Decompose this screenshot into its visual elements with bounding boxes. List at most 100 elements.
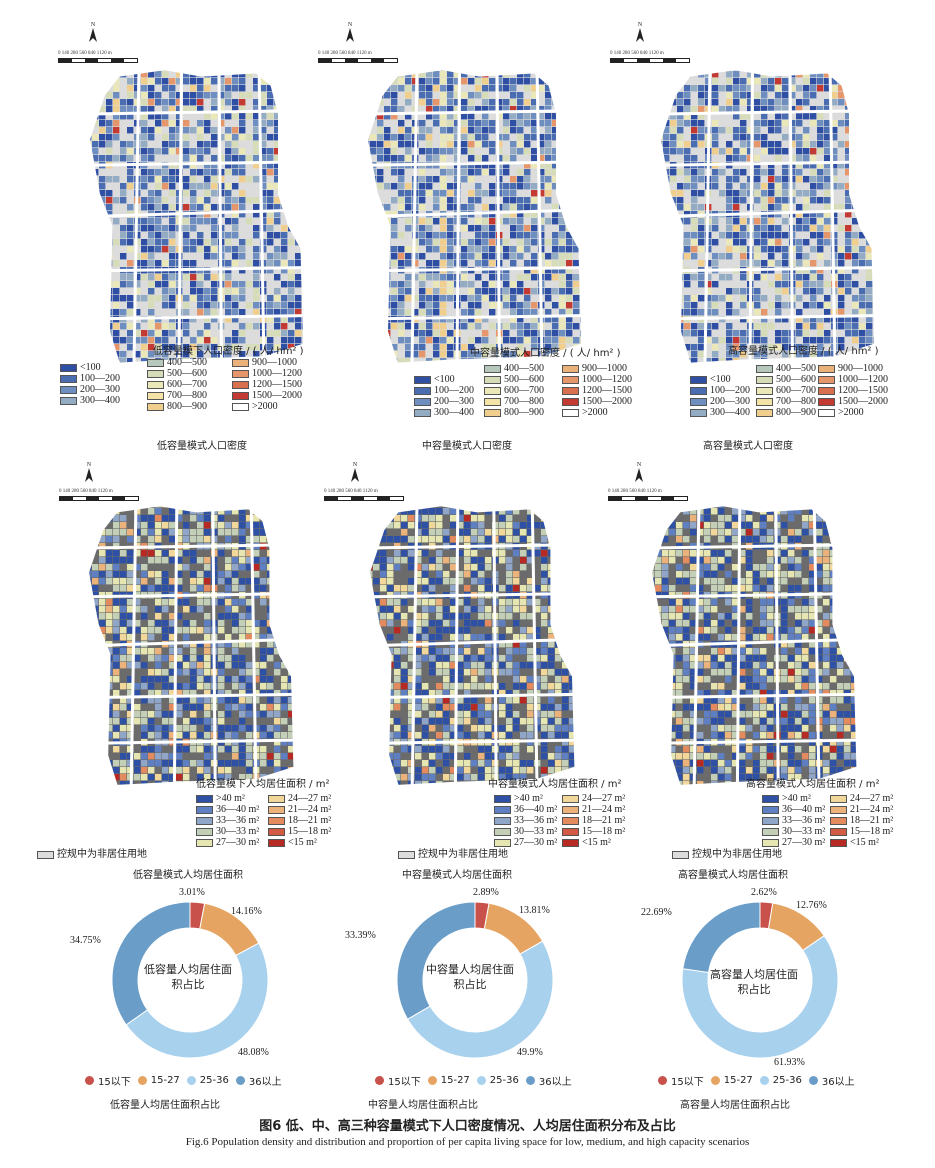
legend-label: 1000—1200 (582, 374, 632, 385)
legend-swatch (414, 375, 431, 384)
nonres-label: 控规中为非居住用地 (57, 849, 147, 860)
pie-label-3: 61.93% (774, 1057, 805, 1068)
legend-item: <15 m² (268, 837, 331, 848)
legend-label: 800—900 (504, 407, 544, 418)
density-legend-title: 低容量模下人口密度 / ( 人/ hm² ) (153, 346, 304, 357)
nonres-swatch (37, 850, 54, 859)
pie-legend-item: 36以上 (235, 1073, 282, 1088)
legend-item: 18—21 m² (268, 815, 331, 826)
pie-legend-dot (759, 1076, 769, 1085)
legend-item: 800—900 (147, 401, 207, 412)
legend-swatch (818, 386, 835, 395)
legend-swatch (232, 380, 249, 389)
legend-label: 1200—1500 (582, 385, 632, 396)
pie-legend: 15以下 15-27 25-36 36以上 (375, 1073, 572, 1088)
legend-item: 15—18 m² (562, 826, 625, 837)
pc-map-panel-high: N 0 140 280 560 840 1120 m 高容量模式人均居住面积 /… (600, 460, 930, 885)
pie-legend-item: 15以下 (85, 1073, 131, 1088)
legend-label: >2000 (582, 407, 608, 418)
nonres-legend: 控规中为非居住用地 (37, 849, 147, 860)
donut-slice (125, 942, 269, 1059)
pc-map-panel-low: N 0 140 280 560 840 1120 m 低容量模下人均居住面积 /… (30, 460, 331, 885)
legend-item: 900—1000 (562, 363, 632, 374)
north-arrow: N (350, 462, 360, 484)
legend-swatch (484, 375, 501, 384)
legend-label: 21—24 m² (288, 804, 332, 815)
scale-label: 0 140 280 560 840 1120 m (610, 51, 664, 56)
pie-label-2: 13.81% (519, 905, 550, 916)
north-arrow-icon (346, 28, 354, 42)
figure-title-en: Fig.6 Population density and distributio… (185, 1136, 750, 1148)
legend-label: 24—27 m² (582, 793, 626, 804)
legend-swatch (268, 805, 285, 814)
pie-legend-dot (235, 1076, 245, 1085)
legend-item: >40 m² (494, 793, 557, 804)
pie-legend-item: 36以上 (525, 1073, 572, 1088)
pie-label-3: 48.08% (238, 1047, 269, 1058)
pie-legend-item: 25-36 (186, 1073, 229, 1088)
legend-item: <100 (60, 362, 120, 373)
legend-item: 1500—2000 (562, 396, 632, 407)
north-arrow-icon (89, 28, 97, 42)
legend-swatch (756, 364, 773, 373)
scale-bar (59, 496, 139, 501)
legend-item: 36—40 m² (196, 804, 259, 815)
legend-item: 21—24 m² (268, 804, 331, 815)
legend-swatch (60, 385, 77, 394)
legend-swatch (196, 816, 213, 825)
legend-label: 700—800 (776, 396, 816, 407)
legend-label: 700—800 (167, 390, 207, 401)
pie-panel-high: 高容量人均居住面积占比 2.62% 12.76% 61.93% 22.69% 1… (630, 885, 920, 1115)
legend-swatch (60, 396, 77, 405)
legend-label: 1200—1500 (252, 379, 302, 390)
legend-swatch (562, 408, 579, 417)
legend-label: 100—200 (710, 385, 750, 396)
legend-item: 700—800 (756, 396, 816, 407)
legend-label: 27—30 m² (782, 837, 826, 848)
legend-swatch (762, 816, 779, 825)
pie-legend-label: 15-27 (150, 1075, 180, 1086)
legend-label: 33—36 m² (782, 815, 826, 826)
scale-label: 0 140 280 560 840 1120 m (58, 51, 112, 56)
legend-item: 100—200 (690, 385, 750, 396)
pc-map-panel-medium: N 0 140 280 560 840 1120 m 中容量模式人均居住面积 /… (318, 460, 628, 885)
pie-legend-dot (476, 1076, 486, 1085)
legend-swatch (60, 374, 77, 383)
pc-legend-title: 低容量模下人均居住面积 / m² (196, 779, 330, 790)
legend-label: 500—600 (504, 374, 544, 385)
density-legend-title: 中容量模式人口密度 / ( 人/ hm² ) (470, 348, 621, 359)
legend-item: >2000 (818, 407, 888, 418)
pie-panel-medium: 2.89% 中容量人均居住面积占比 13.81% 49.9% 33.39% 15… (345, 885, 605, 1115)
pc-map-high (649, 504, 859, 787)
legend-item: 18—21 m² (562, 815, 625, 826)
legend-swatch (830, 827, 847, 836)
legend-label: 1500—2000 (582, 396, 632, 407)
legend-label: >2000 (252, 401, 278, 412)
legend-swatch (484, 408, 501, 417)
legend-swatch (484, 397, 501, 406)
legend-item: 900—1000 (232, 357, 302, 368)
legend-item: 200—300 (60, 384, 120, 395)
pie-legend-item: 15-27 (427, 1073, 470, 1088)
pie-legend-dot (85, 1076, 94, 1085)
legend-label: 400—500 (167, 357, 207, 368)
north-arrow-icon (85, 468, 93, 482)
legend-swatch (196, 827, 213, 836)
legend-item: 400—500 (147, 357, 207, 368)
pie-label-4: 22.69% (641, 907, 672, 918)
legend-item: 1200—1500 (232, 379, 302, 390)
legend-label: 18—21 m² (582, 815, 626, 826)
donut-slice (396, 901, 476, 1020)
legend-swatch (494, 816, 511, 825)
legend-item: 36—40 m² (762, 804, 825, 815)
legend-label: >40 m² (782, 793, 811, 804)
donut-chart-high (681, 901, 839, 1059)
legend-swatch (690, 408, 707, 417)
scale-bar (324, 496, 404, 501)
pie-legend-label: 25-36 (489, 1075, 519, 1086)
legend-swatch (494, 827, 511, 836)
legend-item: 1500—2000 (818, 396, 888, 407)
legend-swatch (562, 816, 579, 825)
legend-swatch (818, 375, 835, 384)
legend-swatch (494, 838, 511, 847)
